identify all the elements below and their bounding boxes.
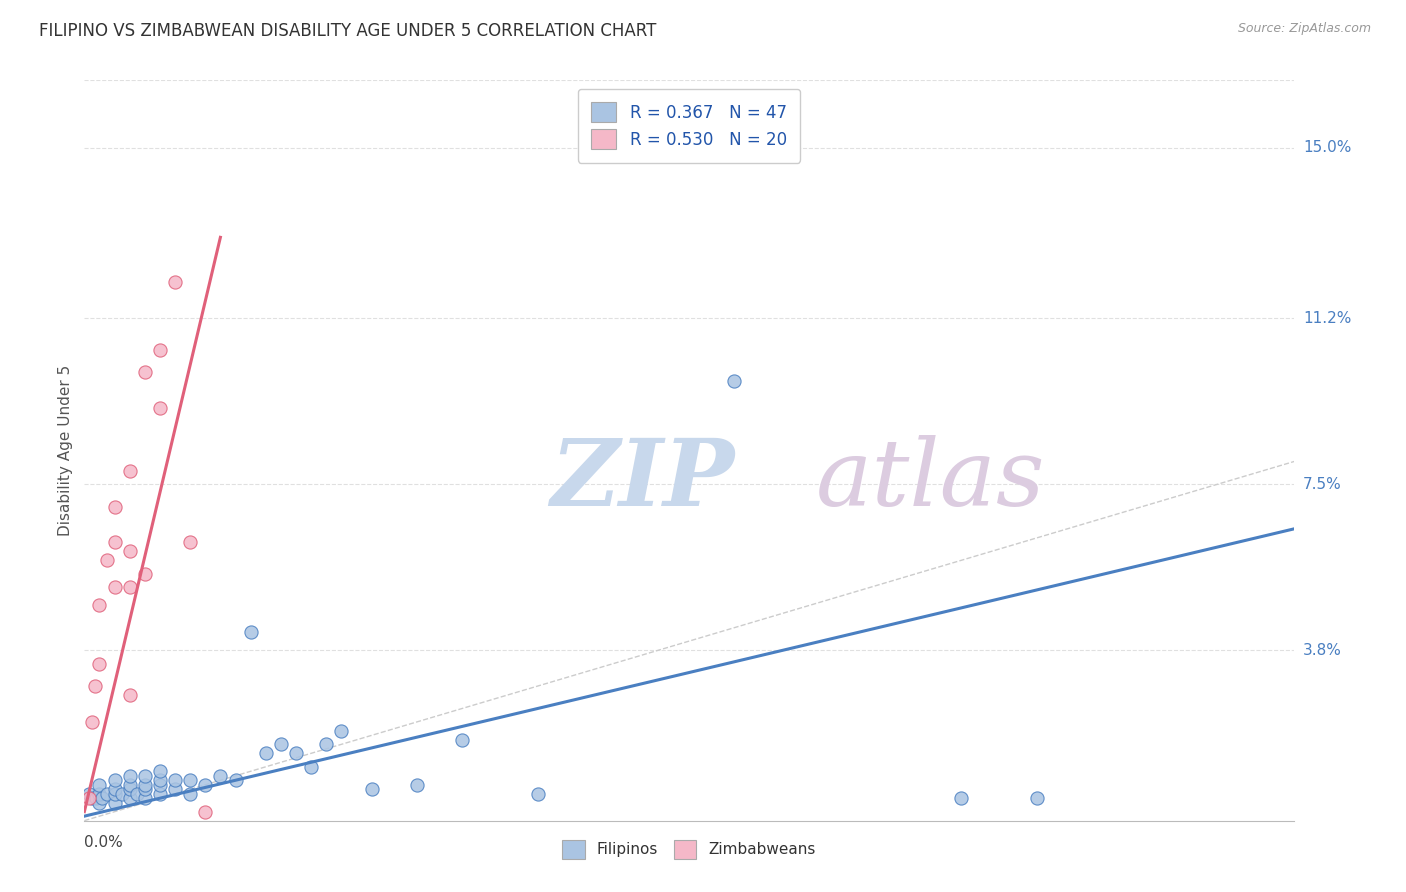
Point	[89, 796, 111, 810]
Point	[80, 791, 103, 805]
Point	[330, 723, 353, 738]
Point	[285, 747, 308, 761]
Point	[315, 737, 337, 751]
Text: 3.8%: 3.8%	[1303, 642, 1343, 657]
Point	[134, 566, 156, 581]
Point	[299, 760, 322, 774]
Point	[118, 791, 141, 805]
Point	[118, 580, 141, 594]
Point	[77, 787, 100, 801]
Text: FILIPINO VS ZIMBABWEAN DISABILITY AGE UNDER 5 CORRELATION CHART: FILIPINO VS ZIMBABWEAN DISABILITY AGE UN…	[39, 22, 657, 40]
Point	[950, 791, 973, 805]
Point	[149, 343, 172, 357]
Text: 7.5%: 7.5%	[1303, 476, 1341, 491]
Point	[118, 782, 141, 797]
Point	[134, 365, 156, 379]
Point	[194, 778, 217, 792]
Text: Source: ZipAtlas.com: Source: ZipAtlas.com	[1237, 22, 1371, 36]
Point	[134, 769, 156, 783]
Point	[118, 769, 141, 783]
Point	[104, 535, 127, 549]
Point	[96, 787, 118, 801]
Point	[527, 787, 550, 801]
Point	[451, 732, 474, 747]
Text: ZIP: ZIP	[550, 435, 734, 525]
Point	[149, 787, 172, 801]
Point	[104, 787, 127, 801]
Point	[80, 714, 103, 729]
Point	[104, 796, 127, 810]
Point	[89, 787, 111, 801]
Point	[209, 769, 232, 783]
Point	[225, 773, 247, 788]
Point	[1025, 791, 1047, 805]
Point	[118, 544, 141, 558]
Point	[179, 773, 201, 788]
Text: 0.0%: 0.0%	[84, 836, 124, 850]
Point	[149, 401, 172, 415]
Y-axis label: Disability Age Under 5: Disability Age Under 5	[58, 365, 73, 536]
Point	[118, 688, 141, 702]
Point	[149, 778, 172, 792]
Point	[134, 782, 156, 797]
Point	[104, 782, 127, 797]
Legend: Filipinos, Zimbabweans: Filipinos, Zimbabweans	[555, 834, 823, 865]
Point	[194, 805, 217, 819]
Point	[165, 773, 187, 788]
Point	[254, 747, 277, 761]
Point	[89, 657, 111, 671]
Point	[104, 500, 127, 514]
Point	[149, 764, 172, 779]
Text: 11.2%: 11.2%	[1303, 310, 1351, 326]
Text: atlas: atlas	[815, 435, 1046, 525]
Point	[165, 275, 187, 289]
Point	[91, 791, 114, 805]
Point	[149, 773, 172, 788]
Point	[118, 778, 141, 792]
Point	[406, 778, 429, 792]
Text: 15.0%: 15.0%	[1303, 140, 1351, 155]
Point	[104, 773, 127, 788]
Point	[111, 787, 134, 801]
Point	[179, 787, 201, 801]
Point	[127, 787, 149, 801]
Point	[89, 778, 111, 792]
Point	[84, 679, 107, 693]
Point	[96, 553, 118, 567]
Point	[77, 791, 100, 805]
Point	[239, 625, 262, 640]
Point	[179, 535, 201, 549]
Point	[723, 374, 745, 388]
Point	[118, 464, 141, 478]
Point	[270, 737, 292, 751]
Point	[134, 791, 156, 805]
Point	[134, 778, 156, 792]
Point	[165, 782, 187, 797]
Point	[89, 599, 111, 613]
Point	[86, 791, 108, 805]
Point	[104, 580, 127, 594]
Point	[360, 782, 382, 797]
